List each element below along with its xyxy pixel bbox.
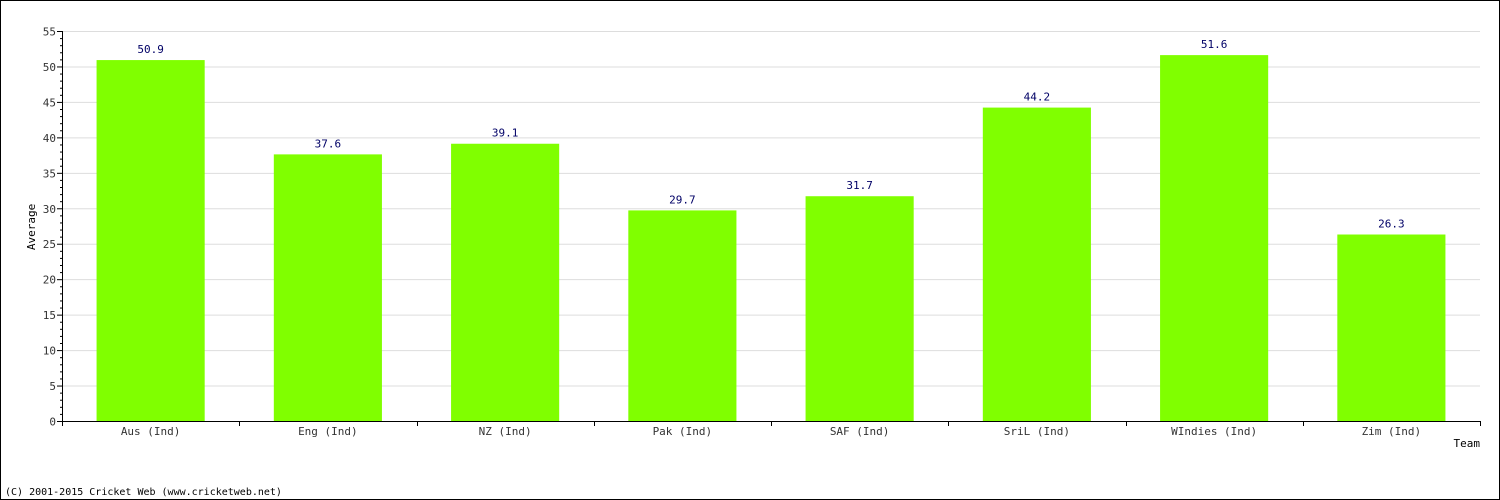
y-tick-label: 15: [43, 309, 56, 322]
bar: [96, 60, 205, 422]
y-tick-label: 30: [43, 203, 56, 216]
x-tick-label: SAF (Ind): [830, 425, 890, 438]
bar: [451, 143, 560, 421]
bar: [628, 210, 737, 421]
y-tick-label: 10: [43, 345, 56, 358]
x-axis-title: Team: [1454, 437, 1481, 450]
data-label: 31.7: [846, 179, 873, 192]
y-axis-title: Average: [25, 204, 38, 250]
y-tick-label: 55: [43, 26, 56, 39]
y-tick-label: 5: [49, 380, 56, 393]
data-label: 50.9: [137, 43, 164, 56]
x-tick-label: Pak (Ind): [653, 425, 713, 438]
x-tick-label: Eng (Ind): [298, 425, 358, 438]
data-label: 26.3: [1378, 218, 1405, 231]
bar: [982, 107, 1091, 421]
y-tick-label: 40: [43, 132, 56, 145]
bar: [805, 196, 914, 421]
y-tick-label: 25: [43, 238, 56, 251]
y-tick-label: 35: [43, 167, 56, 180]
bar: [273, 154, 382, 421]
x-tick-label: Aus (Ind): [121, 425, 181, 438]
x-tick-label: Zim (Ind): [1362, 425, 1422, 438]
x-tick-label: WIndies (Ind): [1171, 425, 1257, 438]
y-axis-ticks: 0 5 10 15 20 25 30 35 40 45 50 55: [43, 26, 62, 429]
x-tick-label: NZ (Ind): [479, 425, 532, 438]
data-label: 39.1: [492, 127, 519, 140]
x-tick-label: SriL (Ind): [1004, 425, 1070, 438]
x-axis-ticks: Aus (Ind) Eng (Ind) NZ (Ind) Pak (Ind) SAF (…: [62, 421, 1481, 438]
data-label: 29.7: [669, 193, 696, 206]
data-label: 44.2: [1024, 91, 1051, 104]
y-tick-label: 50: [43, 61, 56, 74]
data-labels: 50.9 37.6 39.1 29.7 31.7 44.2 51.6 26.3: [137, 38, 1404, 230]
copyright-footer: (C) 2001-2015 Cricket Web (www.cricketwe…: [5, 487, 282, 498]
y-tick-label: 0: [49, 416, 56, 429]
data-label: 37.6: [315, 137, 342, 150]
bar: [1337, 234, 1446, 421]
data-label: 51.6: [1201, 38, 1228, 51]
bars: [96, 55, 1446, 422]
bar: [1160, 55, 1269, 421]
y-tick-label: 45: [43, 96, 56, 109]
y-tick-label: 20: [43, 274, 56, 287]
